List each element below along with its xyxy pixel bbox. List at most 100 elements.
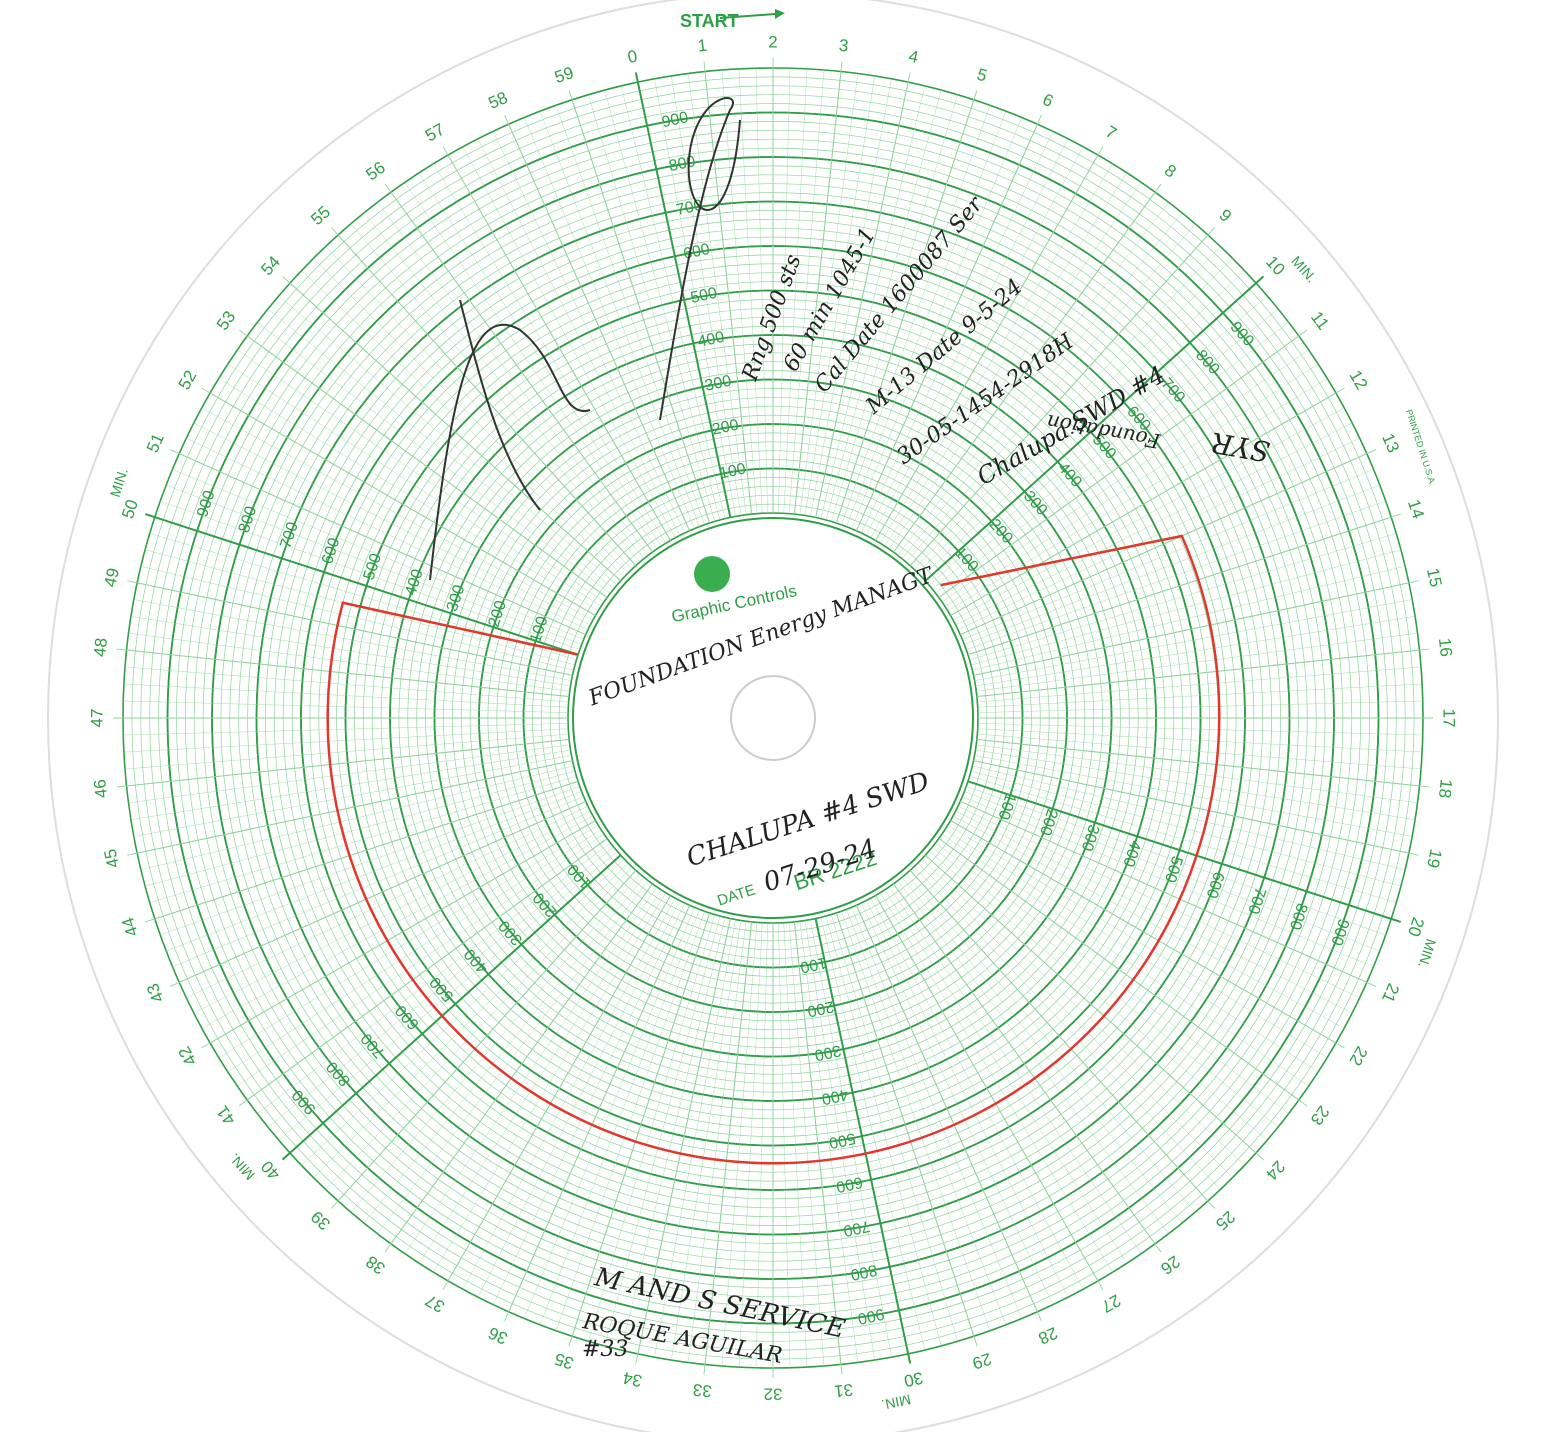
minute-tick	[976, 738, 1430, 788]
radial-line	[969, 533, 1397, 660]
radial-line	[928, 295, 1268, 586]
minute-tick	[116, 648, 570, 698]
radial-line	[492, 902, 685, 1305]
radial-line	[588, 94, 715, 522]
minute-label: 33	[692, 1380, 713, 1401]
radial-line	[418, 172, 662, 547]
radial-line	[851, 907, 1022, 1319]
radial-line	[913, 246, 1221, 570]
radial-line	[539, 909, 700, 1325]
radial-line	[783, 922, 808, 1368]
radial-line	[861, 131, 1054, 534]
radial-line	[621, 917, 726, 1351]
minute-tick	[384, 183, 653, 553]
minute-tick	[238, 329, 608, 598]
radial-line	[477, 900, 681, 1298]
minute-tick	[568, 90, 711, 524]
radial-line	[964, 791, 1380, 952]
minute-tick	[938, 838, 1308, 1107]
minute-tick	[169, 449, 586, 636]
radial-line	[124, 666, 569, 703]
minute-label: 46	[90, 778, 111, 799]
minute-label: 32	[764, 1385, 783, 1404]
radial-line	[977, 733, 1422, 770]
radial-line	[130, 749, 571, 820]
radial-line	[932, 846, 1279, 1128]
radial-line	[671, 920, 742, 1361]
scale-label: 100	[718, 460, 748, 482]
radial-line	[799, 73, 859, 515]
minute-tick	[909, 227, 1215, 566]
radial-line	[492, 131, 685, 534]
minute-tick	[144, 513, 579, 656]
radial-line	[953, 407, 1345, 621]
radial-line	[325, 246, 633, 570]
radial-line	[977, 666, 1422, 703]
radial-line	[932, 308, 1279, 590]
radial-line	[947, 824, 1328, 1058]
minute-tick	[568, 912, 711, 1346]
scale-label: 100	[798, 953, 828, 975]
radial-line	[462, 146, 676, 538]
minute-tick	[442, 146, 671, 541]
radial-line	[313, 258, 629, 574]
radial-line	[921, 858, 1245, 1166]
radial-line	[687, 73, 747, 515]
radial-line	[969, 776, 1397, 903]
minute-label: 20	[1404, 915, 1428, 939]
minute-tick	[973, 580, 1419, 676]
radial-line	[947, 378, 1328, 612]
signature	[429, 299, 591, 581]
minute-tick	[815, 72, 911, 518]
minute-tick	[938, 329, 1308, 598]
minute-label: 29	[970, 1349, 994, 1373]
radial-line	[974, 599, 1413, 681]
radial-line	[935, 842, 1289, 1114]
radial-line	[301, 858, 625, 1166]
minute-label: 14	[1404, 497, 1428, 521]
radial-line	[831, 914, 958, 1342]
radial-line	[133, 755, 572, 837]
radial-line	[654, 919, 736, 1358]
radial-line	[865, 138, 1069, 536]
minute-tick	[835, 912, 978, 1346]
radial-line	[870, 898, 1084, 1290]
radial-line	[861, 902, 1054, 1305]
minute-tick	[442, 895, 671, 1290]
radial-line	[418, 889, 662, 1264]
minute-tick	[950, 387, 1345, 616]
radial-line	[977, 723, 1423, 736]
radial-line	[604, 90, 721, 521]
minute-label: 17	[1440, 709, 1459, 728]
minute-label: 59	[552, 63, 576, 87]
radial-line	[917, 258, 1233, 574]
radial-line	[588, 914, 715, 1342]
radial-line	[524, 907, 695, 1319]
radial-line	[897, 202, 1169, 556]
minute-label: 48	[90, 637, 111, 658]
radial-line	[433, 892, 667, 1273]
radial-line	[477, 138, 681, 536]
scale-label: 200	[711, 416, 741, 438]
radial-line	[804, 75, 875, 516]
signature	[659, 97, 741, 421]
radial-line	[831, 94, 958, 522]
minute-tick	[116, 738, 570, 788]
radial-line	[755, 68, 768, 514]
minute-label: 3	[838, 36, 849, 56]
minute-tick	[793, 921, 843, 1375]
radial-line	[278, 850, 618, 1141]
minute-label: 15	[1423, 566, 1446, 588]
minute-tick	[814, 918, 912, 1364]
minute-tick	[201, 387, 596, 616]
minute-label: 2	[768, 32, 777, 51]
radial-line	[884, 889, 1128, 1264]
radial-line	[377, 202, 649, 556]
minute-label: 45	[100, 847, 123, 869]
radial-line	[404, 886, 658, 1254]
radial-line	[201, 407, 593, 621]
scale-label: 900	[856, 1305, 886, 1327]
minute-tick	[967, 513, 1401, 656]
start-label: START	[680, 11, 739, 31]
